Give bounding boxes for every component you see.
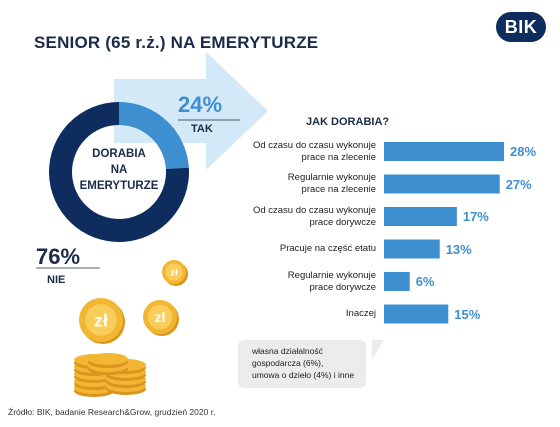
coin-inner [165, 263, 183, 281]
bar-value-label: 28% [510, 144, 537, 159]
note-line-3: umowa o dzieło (4%) i inne [252, 370, 355, 380]
bar-category-line: prace na zlecenie [301, 184, 376, 195]
note-text: własna działalność gospodarcza (6%), umo… [252, 345, 362, 381]
bar-category-line: prace na zlecenie [301, 151, 376, 163]
bar-category-line: Regularnie wykonuje [287, 269, 376, 281]
arrow-shape [114, 52, 268, 170]
bar-category-line: Regularnie wykonuje [287, 172, 376, 183]
donut-slice-no [49, 102, 190, 242]
bik-logo: BIK [496, 12, 546, 42]
bar-category-line: prace dorywcze [309, 281, 376, 293]
coin-label: zł [94, 311, 108, 331]
donut-center-line: NA [110, 164, 128, 176]
bar-value-label: 6% [415, 274, 435, 289]
bar-chart [384, 142, 504, 324]
donut-center-label: DORABIA NA EMERYTURZE [70, 146, 168, 194]
yes-label: TAK [191, 123, 213, 135]
bar-chart-title: JAK DORABIA? [306, 116, 390, 128]
note-pointer [372, 340, 384, 360]
bar-category-line: Pracuje na część etatu [279, 243, 376, 254]
coin-label: zł [155, 310, 166, 325]
coin-inner [147, 304, 173, 330]
donut-center-line: DORABIA [92, 148, 146, 160]
note-line-1: własna działalność [252, 346, 323, 356]
bar-value-label: 17% [462, 209, 489, 224]
bar-value-label: 13% [445, 241, 472, 257]
bar-category-label: Od czasu do czasu wykonuje prace na zlece… [238, 140, 376, 164]
bar-value-label: 15% [454, 306, 481, 322]
coin-label: zł [170, 268, 178, 279]
coin-inner [85, 304, 117, 336]
coin-stack-top [88, 353, 128, 365]
bar-category-label: Regularnie wykonuje prace dorywcze [238, 270, 376, 294]
bar [384, 239, 440, 259]
bar [384, 207, 457, 226]
bar-value-label: 27% [505, 176, 532, 192]
note-line-2: gospodarcza (6%), [252, 358, 324, 368]
coins-illustration: zł zł zł [74, 260, 188, 397]
donut-chart [49, 102, 190, 242]
bar-category-label: Pracuje na część etatu [238, 243, 376, 255]
bar-category-line: Od czasu do czasu wykonuje [252, 139, 376, 151]
note-box [238, 340, 366, 388]
bar-category-line: Inaczej [345, 308, 376, 319]
bar [384, 304, 449, 324]
bar-category-line: prace dorywcze [309, 216, 376, 228]
bar-category-label: Regularnie wykonuje prace na zlecenie [238, 172, 376, 196]
bar-category-label: Od czasu do czasu wykonuje prace dorywcze [238, 205, 376, 229]
bar [384, 174, 500, 194]
donut-center-line: EMERYTURZE [79, 180, 159, 192]
page-title: SENIOR (65 r.ż.) NA EMERYTURZE [34, 33, 319, 52]
no-label: NIE [47, 274, 66, 286]
no-percent: 76% [36, 244, 81, 269]
bar [384, 142, 504, 161]
bar-category-line: Od czasu do czasu wykonuje [252, 204, 376, 216]
bar-category-label: Inaczej [238, 308, 376, 320]
yes-percent: 24% [178, 92, 223, 117]
source-note: Źródło: BIK, badanie Research&Grow, grud… [8, 407, 216, 417]
bar [384, 272, 410, 291]
donut-slice-yes [119, 102, 189, 170]
